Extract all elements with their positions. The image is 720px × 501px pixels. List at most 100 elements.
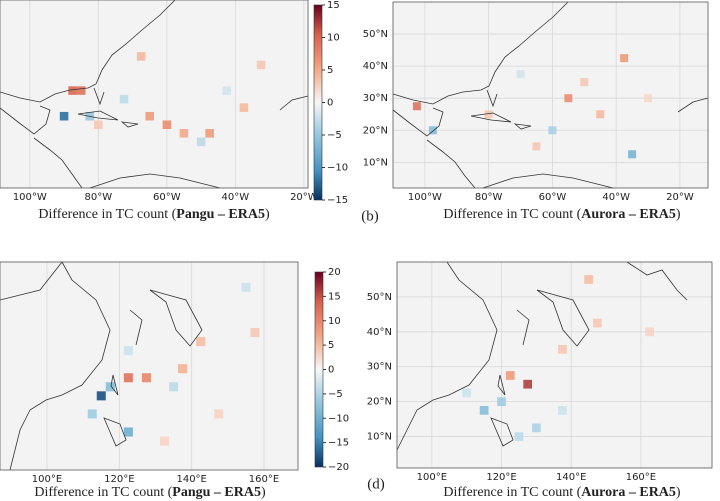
heat-cell [179, 129, 189, 138]
heat-cell [628, 150, 637, 159]
heat-cell [162, 120, 172, 130]
map-frame [392, 1, 709, 189]
heat-cell [532, 142, 541, 151]
heat-cell [87, 409, 97, 419]
caption-model: Pangu – ERA5 [172, 485, 261, 500]
heat-cell [94, 120, 103, 130]
coastline [0, 261, 63, 301]
x-tick-label: 140°E [176, 474, 206, 485]
heat-cell [119, 94, 129, 104]
heat-cell [558, 406, 567, 415]
heat-cell [514, 432, 524, 441]
y-tick-label: 50°N [367, 292, 392, 303]
colorbar-tick-label: 15 [328, 291, 341, 302]
coastline [103, 417, 127, 447]
heat-cell [484, 110, 493, 119]
heat-cell [596, 110, 605, 119]
coastline [149, 289, 203, 347]
y-tick-label: 30°N [363, 93, 388, 104]
colorbar-tick-label: 10 [327, 33, 340, 44]
caption-prefix: Difference in TC count ( [34, 485, 172, 500]
caption-model: Aurora – ERA5 [581, 207, 676, 222]
x-tick-label: 60°W [539, 192, 567, 203]
coastline [33, 137, 83, 189]
map-frame [0, 0, 309, 189]
coastline [93, 87, 105, 106]
heat-cell [497, 397, 506, 407]
heat-cell [645, 327, 654, 337]
colorbar-tick-label: −5 [327, 130, 342, 141]
heat-cell [580, 78, 589, 87]
coastline [516, 309, 530, 346]
heat-cell [136, 52, 146, 61]
y-tick-label: 30°N [367, 362, 392, 373]
x-tick-label: 40°W [222, 192, 250, 203]
coastline [89, 173, 221, 189]
colorbar-tick-label: 0 [328, 365, 334, 376]
colorbar [313, 4, 323, 201]
heat-cell [239, 103, 249, 112]
y-tick-label: 40°N [367, 327, 392, 338]
coastline [486, 89, 498, 108]
x-tick-label: 60°W [153, 192, 181, 203]
heat-cell [523, 379, 533, 389]
x-tick-label: 100°W [13, 192, 47, 203]
coastline [129, 309, 143, 346]
heat-cell [105, 382, 115, 392]
map-background [0, 262, 298, 470]
coastline [0, 0, 176, 103]
heat-cell [59, 111, 69, 121]
coastline [392, 1, 569, 105]
heat-cell [196, 337, 206, 347]
caption-prefix: Difference in TC count ( [38, 207, 176, 222]
x-tick-label: 120°E [104, 474, 134, 485]
y-tick-label: 10°N [367, 432, 392, 443]
heat-cell [250, 328, 260, 338]
x-tick-label: 100°W [408, 192, 442, 203]
x-tick-label: 80°W [475, 192, 503, 203]
heat-cell [141, 373, 151, 383]
caption: Difference in TC count (Aurora – ERA5) [443, 207, 681, 222]
y-tick-label: 20°N [363, 125, 388, 136]
heat-cell [516, 70, 525, 79]
colorbar-tick-label: 5 [328, 340, 334, 351]
heat-cell [505, 371, 515, 380]
coastline [120, 121, 139, 128]
heat-cell [145, 111, 154, 121]
heat-cell [196, 137, 206, 147]
coastlines-d [396, 261, 688, 451]
colorbar-tick-label: −5 [328, 389, 343, 400]
caption-model: Pangu – ERA5 [176, 207, 265, 222]
y-tick-label: 20°N [367, 397, 392, 408]
colorbar-tick-label: 5 [327, 65, 333, 76]
heat-cell [178, 364, 188, 374]
coastline [426, 139, 476, 189]
x-tick-label: 40°W [602, 192, 630, 203]
coastline [0, 105, 51, 135]
colorbar-tick-label: −20 [328, 462, 349, 473]
coastline [497, 374, 506, 396]
x-tick-label: 160°E [249, 474, 279, 485]
caption-model: Aurora – ERA5 [581, 485, 676, 500]
coastlines-a [0, 0, 309, 189]
colorbar [314, 271, 324, 468]
heat-cell [96, 391, 106, 401]
heat-cell [256, 60, 266, 70]
coastline [396, 261, 498, 451]
coastline [513, 123, 532, 130]
caption-suffix: ) [676, 207, 681, 222]
map-frame [0, 261, 299, 471]
heat-cell [558, 344, 567, 354]
heat-cell [620, 54, 629, 63]
heat-cell [214, 409, 224, 419]
coastlines-c [0, 261, 203, 471]
colorbar-tick-label: −10 [328, 413, 349, 424]
caption-suffix: ) [265, 207, 270, 222]
coastline [490, 417, 514, 447]
caption-prefix: Difference in TC count ( [443, 207, 581, 222]
heat-cell [462, 388, 472, 398]
colorbar-tick-label: 0 [327, 98, 333, 109]
x-tick-label: 20°W [666, 192, 694, 203]
x-tick-label: 160°E [626, 472, 656, 483]
caption: Difference in TC count (Pangu – ERA5) [34, 485, 266, 500]
